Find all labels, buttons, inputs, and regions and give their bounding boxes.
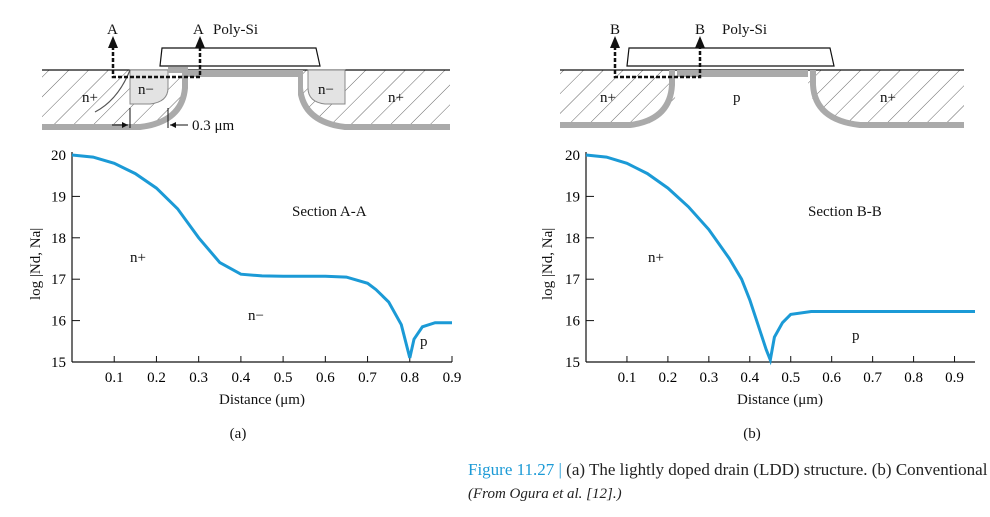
section-marker-a1: A: [107, 22, 118, 38]
region-a-3: n+: [388, 90, 404, 106]
sub-label-b: (b): [743, 426, 761, 442]
x-tick-label-a-8: 0.9: [443, 370, 462, 386]
y-tick-label-b-3: 18: [565, 231, 580, 247]
x-tick-label-a-1: 0.2: [147, 370, 166, 386]
plot-b-region-1: p: [852, 328, 860, 344]
x-tick-label-a-5: 0.6: [316, 370, 335, 386]
y-tick-label-b-5: 20: [565, 148, 580, 164]
y-tick-label-b-0: 15: [565, 355, 580, 371]
y-tick-label-a-0: 15: [51, 355, 66, 371]
ylabel-b: log |Nd, Na|: [540, 228, 556, 300]
x-tick-label-b-2: 0.3: [699, 370, 718, 386]
x-tick-label-b-7: 0.8: [904, 370, 923, 386]
y-tick-label-a-2: 17: [51, 272, 67, 288]
x-tick-label-a-4: 0.5: [274, 370, 293, 386]
poly-gate-b: [626, 47, 835, 67]
ticks-a: 0.1 0.2 0.3 0.4 0.5 0.6 0.7 0.8 0.9 15 16 17 18 19 20: [51, 148, 461, 386]
x-tick-label-b-8: 0.9: [945, 370, 964, 386]
device-structure-b: [560, 36, 964, 160]
x-tick-label-a-0: 0.1: [105, 370, 124, 386]
x-tick-label-b-1: 0.2: [659, 370, 678, 386]
y-tick-label-b-4: 19: [565, 189, 580, 205]
plot-a: 0.1 0.2 0.3 0.4 0.5 0.6 0.7 0.8 0.9 15 16 17 18 19 20: [51, 148, 461, 386]
gate-label-b: Poly-Si: [722, 22, 767, 38]
y-tick-label-a-1: 16: [51, 314, 67, 330]
sub-label-a: (a): [230, 426, 247, 442]
x-tick-label-a-2: 0.3: [189, 370, 208, 386]
region-a-0: n+: [82, 90, 98, 106]
x-tick-label-b-4: 0.5: [781, 370, 800, 386]
section-marker-b2: B: [695, 22, 705, 38]
poly-gate-a: [159, 47, 321, 67]
figure-caption-text: (a) The lightly doped drain (LDD) struct…: [566, 460, 990, 479]
figure-number: Figure 11.27: [468, 460, 555, 479]
x-tick-label-a-6: 0.7: [358, 370, 377, 386]
section-title-b: Section B-B: [808, 204, 882, 220]
section-title-a: Section A-A: [292, 204, 367, 220]
plot-a-region-0: n+: [130, 250, 146, 266]
y-tick-label-a-4: 19: [51, 189, 66, 205]
region-b-2: n+: [880, 90, 896, 106]
dimension-label: 0.3 μm: [192, 118, 235, 134]
region-a-1: n−: [138, 82, 154, 98]
section-marker-a2: A: [193, 22, 204, 38]
y-tick-label-a-3: 18: [51, 231, 66, 247]
figure-caption: Figure 11.27 | (a) The lightly doped dra…: [468, 460, 990, 480]
y-tick-label-b-1: 16: [565, 314, 581, 330]
ticks-b: 0.1 0.2 0.3 0.4 0.5 0.6 0.7 0.8 0.9 15 16 17 18 19 20: [565, 148, 964, 386]
y-tick-label-b-2: 17: [565, 272, 581, 288]
y-tick-label-a-5: 20: [51, 148, 66, 164]
x-tick-label-a-7: 0.8: [400, 370, 419, 386]
plot-a-region-2: p: [420, 334, 428, 350]
figure-separator: |: [554, 460, 567, 479]
xlabel-a: Distance (μm): [219, 392, 305, 408]
plot-b-region-0: n+: [648, 250, 664, 266]
x-tick-label-b-6: 0.7: [863, 370, 882, 386]
x-tick-label-b-0: 0.1: [618, 370, 637, 386]
region-b-0: n+: [600, 90, 616, 106]
region-a-2: n−: [318, 82, 334, 98]
figure-source: (From Ogura et al. [12].): [468, 486, 622, 502]
xlabel-b: Distance (μm): [737, 392, 823, 408]
doping-curve-a: [71, 153, 452, 359]
x-tick-label-a-3: 0.4: [232, 370, 251, 386]
device-structure-a: [42, 36, 450, 160]
x-tick-label-b-5: 0.6: [822, 370, 841, 386]
doping-curve-b: [585, 153, 975, 366]
x-tick-label-b-3: 0.4: [740, 370, 759, 386]
region-b-1: p: [733, 90, 741, 106]
plot-b: 0.1 0.2 0.3 0.4 0.5 0.6 0.7 0.8 0.9 15 16 17 18 19 20: [565, 148, 975, 386]
plot-a-region-1: n−: [248, 308, 264, 324]
section-marker-b1: B: [610, 22, 620, 38]
ylabel-a: log |Nd, Na|: [28, 228, 44, 300]
gate-label-a: Poly-Si: [213, 22, 258, 38]
